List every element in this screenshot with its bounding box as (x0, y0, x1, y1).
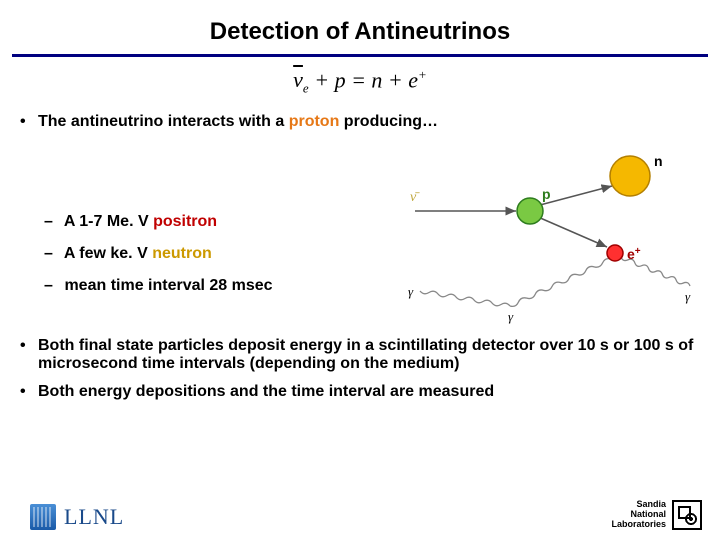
footer: LLNL Sandia National Laboratories (0, 490, 720, 530)
diagram-svg: ν̄ p n e+ γ γ γ (400, 141, 700, 326)
sub3-suffix: sec (246, 277, 273, 294)
reaction-equation: νe + p = n + e+ (0, 63, 720, 107)
svg-text:p: p (542, 186, 551, 202)
sandia-l3: Laboratories (611, 520, 666, 530)
nu-bar: ν (293, 67, 303, 93)
svg-text:n: n (654, 153, 663, 169)
sub1-word: positron (153, 213, 217, 230)
bullet-dot-icon: • (20, 383, 38, 401)
eq-e: e (408, 67, 418, 92)
dash-icon: – (44, 245, 60, 263)
bullet-3: • Both energy depositions and the time i… (20, 383, 700, 401)
eq-eq: = (351, 67, 371, 92)
bullet-2: • Both final state particles deposit ene… (20, 337, 700, 373)
sub-item-1: – A 1-7 Me. V positron (44, 213, 273, 231)
sandia-label: Sandia National Laboratories (611, 500, 666, 530)
svg-text:γ: γ (685, 289, 691, 304)
b1-proton: proton (289, 113, 340, 130)
sub3-unit: m (232, 277, 246, 294)
bullet-dot-icon: • (20, 337, 38, 355)
sandia-block: Sandia National Laboratories (611, 500, 702, 530)
eq-n: n (371, 67, 382, 92)
eq-plus1: + (314, 67, 334, 92)
b1-suffix: producing… (339, 113, 438, 130)
feynman-diagram: ν̄ p n e+ γ γ γ (400, 141, 700, 326)
sub2-word: neutron (152, 245, 212, 262)
content-area: • The antineutrino interacts with a prot… (0, 113, 720, 401)
b2-text: Both final state particles deposit energ… (38, 337, 700, 373)
svg-text:γ: γ (408, 284, 414, 299)
dash-icon: – (44, 277, 60, 295)
sub-item-3: – mean time interval 28 msec (44, 277, 273, 295)
slide-title: Detection of Antineutrinos (0, 0, 720, 54)
llnl-block: LLNL (30, 504, 124, 530)
eq-p: p (335, 67, 346, 92)
b3-text: Both energy depositions and the time int… (38, 383, 700, 401)
eq-esup: + (418, 67, 427, 82)
sub1-prefix: A 1-7 Me. V (64, 213, 153, 230)
sub-item-2: – A few ke. V neutron (44, 245, 273, 263)
svg-text:e+: e+ (627, 245, 641, 262)
sub3-prefix: mean time interval 28 (64, 277, 231, 294)
nu-sub: e (303, 81, 309, 96)
b1-prefix: The antineutrino interacts with a (38, 113, 289, 130)
sandia-logo-icon (672, 500, 702, 530)
bullet-1: • The antineutrino interacts with a prot… (20, 113, 700, 131)
llnl-logo-icon (30, 504, 56, 530)
bullet-dot-icon: • (20, 113, 38, 131)
sub2-prefix: A few ke. V (64, 245, 152, 262)
svg-text:ν̄: ν̄ (410, 190, 420, 205)
llnl-text: LLNL (64, 504, 124, 530)
mid-region: – A 1-7 Me. V positron – A few ke. V neu… (20, 141, 700, 331)
svg-text:γ: γ (508, 309, 514, 324)
eq-plus2: + (388, 67, 408, 92)
sub-bullet-list: – A 1-7 Me. V positron – A few ke. V neu… (44, 213, 273, 309)
dash-icon: – (44, 213, 60, 231)
title-underline (12, 54, 708, 57)
